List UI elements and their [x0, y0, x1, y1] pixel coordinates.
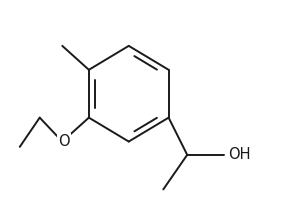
Text: OH: OH [228, 147, 251, 162]
Text: O: O [58, 134, 69, 149]
